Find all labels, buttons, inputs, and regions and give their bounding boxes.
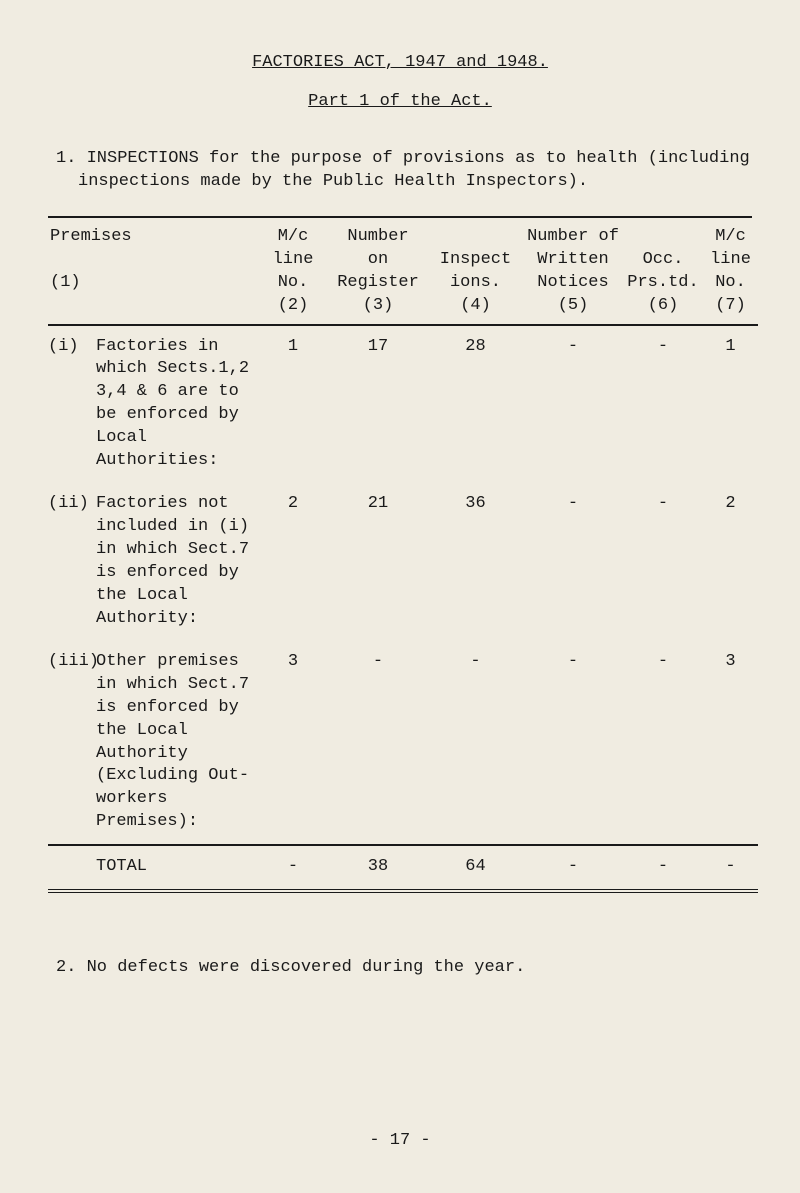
- total-cell: -: [623, 845, 703, 891]
- document-title: FACTORIES ACT, 1947 and 1948.: [48, 52, 752, 75]
- header-col3: Number on Register (3): [328, 218, 428, 325]
- table-row: (ii)Factories not included in (i) in whi…: [48, 483, 758, 641]
- paragraph-2-number: 2.: [56, 958, 76, 977]
- page-number: - 17 -: [48, 1130, 752, 1153]
- inspections-table: Premises (1) M/c line No. (2) Number on …: [48, 218, 758, 893]
- row-desc: (ii)Factories not included in (i) in whi…: [48, 483, 258, 641]
- paragraph-1-number: 1.: [56, 149, 76, 168]
- row-text: Factories in which Sects.1,2 3,4 & 6 are…: [96, 337, 249, 471]
- cell: 28: [428, 325, 523, 484]
- cell: 1: [703, 325, 758, 484]
- paragraph-2: 2. No defects were discovered during the…: [48, 957, 752, 980]
- header-col7: M/c line No. (7): [703, 218, 758, 325]
- table-row: (i)Factories in which Sects.1,2 3,4 & 6 …: [48, 325, 758, 484]
- header-col4: Inspect ions. (4): [428, 218, 523, 325]
- cell: 1: [258, 325, 328, 484]
- row-numeral: (ii): [48, 493, 96, 516]
- cell: 17: [328, 325, 428, 484]
- cell: -: [523, 483, 623, 641]
- cell: 3: [703, 641, 758, 846]
- cell: -: [428, 641, 523, 846]
- cell: -: [623, 325, 703, 484]
- cell: 36: [428, 483, 523, 641]
- cell: 2: [258, 483, 328, 641]
- row-desc: (i)Factories in which Sects.1,2 3,4 & 6 …: [48, 325, 258, 484]
- row-numeral: (i): [48, 336, 96, 359]
- total-cell: -: [523, 845, 623, 891]
- cell: -: [623, 641, 703, 846]
- header-premises: Premises (1): [48, 218, 258, 325]
- total-cell: 38: [328, 845, 428, 891]
- total-cell: -: [258, 845, 328, 891]
- cell: -: [523, 325, 623, 484]
- cell: -: [523, 641, 623, 846]
- total-cell: 64: [428, 845, 523, 891]
- document-page: FACTORIES ACT, 1947 and 1948. Part 1 of …: [0, 0, 800, 1193]
- document-subtitle: Part 1 of the Act.: [48, 91, 752, 114]
- header-col5: Number of Written Notices (5): [523, 218, 623, 325]
- cell: -: [328, 641, 428, 846]
- paragraph-1-text: INSPECTIONS for the purpose of provision…: [78, 149, 750, 191]
- cell: 3: [258, 641, 328, 846]
- table-total-row: TOTAL - 38 64 - - -: [48, 845, 758, 891]
- cell: -: [623, 483, 703, 641]
- row-desc: (iii)Other premises in which Sect.7 is e…: [48, 641, 258, 846]
- table-row: (iii)Other premises in which Sect.7 is e…: [48, 641, 758, 846]
- row-numeral: (iii): [48, 651, 96, 674]
- paragraph-2-text: No defects were discovered during the ye…: [87, 958, 526, 977]
- row-text: Other premises in which Sect.7 is enforc…: [96, 652, 249, 832]
- paragraph-1: 1. INSPECTIONS for the purpose of provis…: [48, 148, 752, 194]
- table-header-row: Premises (1) M/c line No. (2) Number on …: [48, 218, 758, 325]
- cell: 21: [328, 483, 428, 641]
- total-cell: -: [703, 845, 758, 891]
- row-text: Factories not included in (i) in which S…: [96, 494, 249, 628]
- header-col6: Occ. Prs.td. (6): [623, 218, 703, 325]
- header-col2: M/c line No. (2): [258, 218, 328, 325]
- total-label: TOTAL: [48, 845, 258, 891]
- cell: 2: [703, 483, 758, 641]
